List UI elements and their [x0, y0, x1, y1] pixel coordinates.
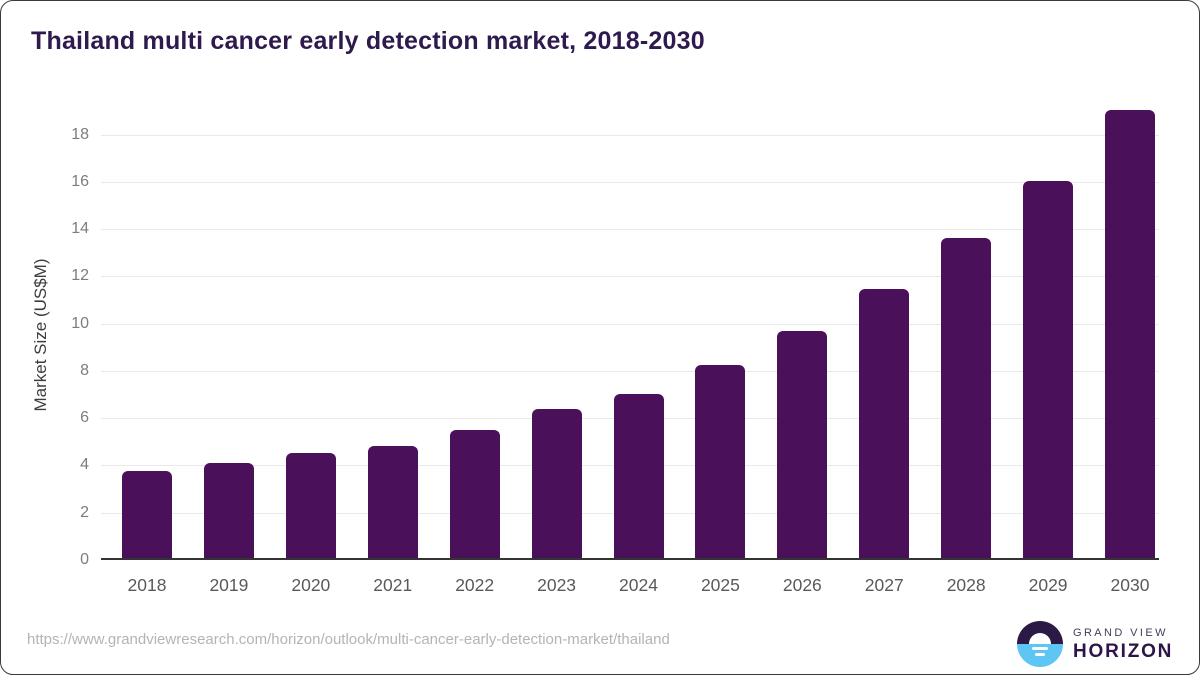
xtick-label-2021: 2021	[373, 575, 413, 595]
ytick-label-4: 4	[80, 456, 89, 474]
chart-title: Thailand multi cancer early detection ma…	[31, 27, 705, 55]
bar-2024[interactable]	[613, 393, 664, 558]
xtick-label-2024: 2024	[619, 575, 658, 595]
grandview-horizon-logo: GRAND VIEW HORIZON	[1017, 621, 1173, 667]
bar-2019[interactable]	[203, 463, 254, 558]
xtick-label-2022: 2022	[455, 575, 495, 595]
gridline-10	[101, 323, 1159, 325]
logo-sun-shape	[1029, 633, 1051, 644]
bar-2025[interactable]	[695, 365, 746, 558]
logo-reflection-line-2	[1035, 652, 1045, 656]
bar-2018[interactable]	[122, 470, 172, 558]
xtick-label-2023: 2023	[537, 575, 577, 595]
bar-2030[interactable]	[1105, 110, 1155, 558]
y-axis-tick-labels: 0 2 4 6 8 10 12 14 16 18	[1, 111, 89, 568]
ytick-label-18: 18	[71, 125, 89, 143]
bar-2020[interactable]	[285, 452, 336, 558]
ytick-label-12: 12	[71, 267, 89, 285]
gridline-14	[101, 229, 1159, 231]
logo-sea-half	[1017, 644, 1063, 667]
xtick-label-2029: 2029	[1028, 575, 1068, 595]
horizon-sun-icon	[1017, 621, 1063, 667]
logo-text: GRAND VIEW HORIZON	[1073, 627, 1173, 662]
x-axis-tick-labels: 2018 2019 2020 2021 2022 2023 2024 2025 2026 2027…	[101, 574, 1159, 598]
source-url: https://www.grandviewresearch.com/horizo…	[27, 631, 670, 648]
logo-sky-half	[1017, 621, 1063, 644]
bar-2023[interactable]	[531, 409, 582, 558]
xtick-label-2026: 2026	[782, 575, 822, 595]
gridline-12	[101, 276, 1159, 278]
logo-reflection-line-1	[1032, 647, 1048, 650]
ytick-label-8: 8	[80, 361, 89, 379]
ytick-label-10: 10	[71, 314, 89, 332]
xtick-label-2027: 2027	[864, 575, 904, 595]
gridline-18	[101, 134, 1159, 136]
xtick-label-2028: 2028	[946, 575, 986, 595]
bar-2026[interactable]	[777, 331, 828, 558]
ytick-label-16: 16	[71, 172, 89, 190]
bar-2021[interactable]	[367, 445, 418, 558]
gridline-8	[101, 370, 1159, 372]
ytick-label-6: 6	[80, 409, 89, 427]
logo-brand-name: GRAND VIEW	[1073, 626, 1168, 639]
bar-2029[interactable]	[1023, 181, 1074, 558]
logo-product-name: HORIZON	[1073, 640, 1174, 662]
bar-2027[interactable]	[859, 288, 910, 558]
bar-chart-plot-area	[101, 110, 1159, 560]
gridline-16	[101, 181, 1159, 183]
xtick-label-2020: 2020	[291, 575, 331, 595]
ytick-label-14: 14	[71, 220, 89, 238]
xtick-label-2019: 2019	[209, 575, 249, 595]
xtick-label-2025: 2025	[700, 575, 740, 595]
xtick-label-2018: 2018	[127, 575, 167, 595]
ytick-label-2: 2	[80, 503, 89, 521]
xtick-label-2030: 2030	[1110, 575, 1150, 595]
ytick-label-0: 0	[80, 551, 89, 568]
bar-2028[interactable]	[941, 237, 992, 558]
bar-2022[interactable]	[449, 430, 500, 558]
